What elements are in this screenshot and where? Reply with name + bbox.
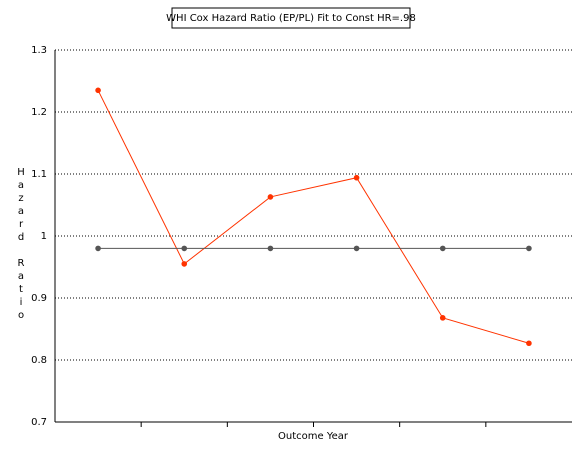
y-tick-label: 1.3: [31, 45, 47, 56]
data-point: [439, 245, 446, 252]
y-tick-label: 0.9: [31, 293, 47, 304]
y-tick-label: 1.2: [31, 107, 47, 118]
y-tick-label: 1.1: [31, 169, 47, 180]
data-point: [95, 245, 101, 252]
data-point: [267, 245, 274, 252]
series-line: [97, 90, 530, 344]
x-axis-label: Outcome Year: [278, 431, 349, 442]
data-point: [526, 245, 532, 252]
data-point: [439, 315, 446, 321]
data-point: [526, 340, 532, 347]
data-point: [95, 87, 101, 94]
y-tick-label: 0.7: [31, 417, 47, 428]
data-point: [181, 261, 188, 267]
data-point: [353, 174, 360, 181]
title-box: [171, 7, 411, 29]
data-point: [181, 245, 188, 252]
data-point: [267, 194, 274, 200]
chart-title: WHI Cox Hazard Ratio (EP/PL) Fit to Cons…: [166, 13, 416, 24]
data-point: [353, 245, 360, 252]
y-tick-label: 0.8: [31, 355, 47, 366]
y-tick-label: 1: [41, 231, 47, 242]
